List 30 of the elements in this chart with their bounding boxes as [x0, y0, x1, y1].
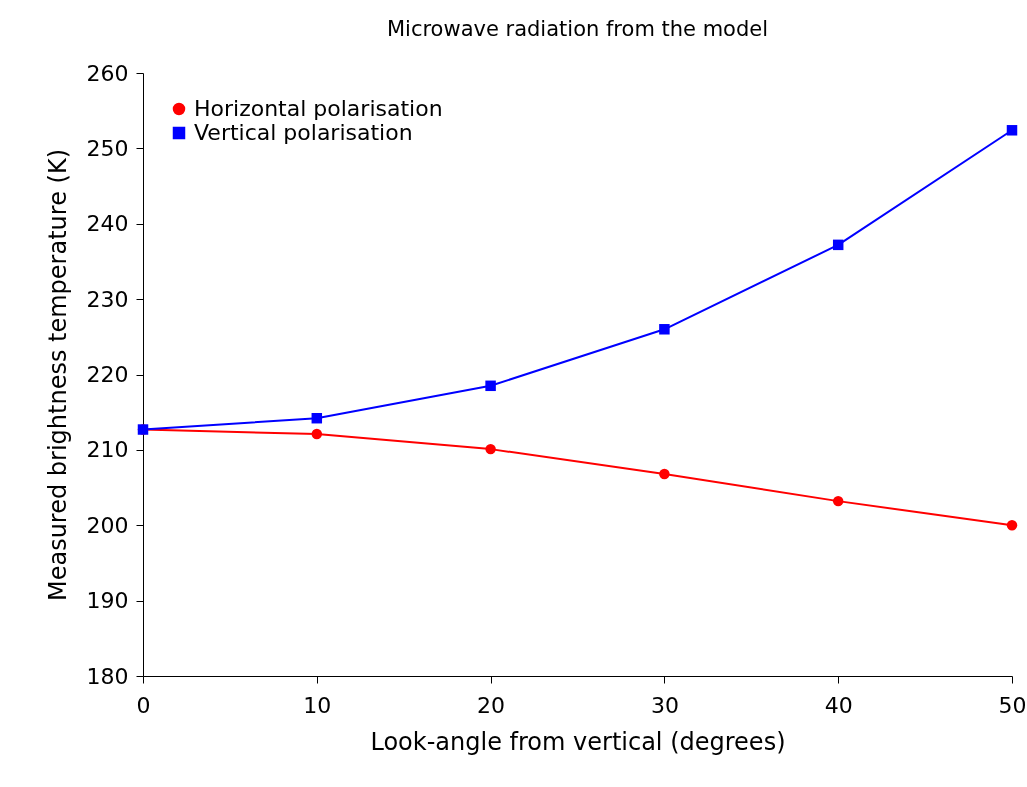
point: [1006, 520, 1018, 531]
point: [832, 495, 844, 507]
x-tick-label: 20: [477, 692, 506, 718]
x-tick-label: 50: [998, 692, 1027, 718]
point: [485, 443, 496, 455]
y-tick-label: 210: [86, 437, 129, 463]
chart-title: Microwave radiation from the model: [386, 17, 769, 41]
y-tick-label: 200: [86, 512, 129, 538]
point: [659, 324, 670, 335]
y-tick-label: 220: [86, 362, 129, 387]
y-tick-label: 180: [86, 663, 129, 689]
point: [485, 380, 496, 392]
x-tick-label: 10: [303, 692, 332, 718]
point: [311, 412, 323, 424]
y-tick-label: 260: [86, 60, 129, 86]
x-tick-label: 30: [650, 692, 679, 718]
y-tick-label: 230: [86, 286, 129, 312]
y-axis-title: Measured brightness temperature (K): [43, 148, 72, 602]
legend-label: Horizontal polarisation: [194, 96, 443, 121]
point: [311, 428, 323, 440]
x-axis-title: Look-angle from vertical (degrees): [370, 727, 786, 756]
x-tick-label: 40: [824, 692, 853, 718]
y-tick-label: 190: [86, 588, 129, 614]
legend-label: Vertical polarisation: [194, 120, 413, 145]
y-tick-label: 240: [86, 211, 129, 237]
point: [659, 468, 670, 480]
point: [1006, 125, 1018, 136]
y-tick-label: 250: [86, 135, 129, 161]
point: [832, 239, 844, 251]
x-tick-label: 0: [136, 692, 151, 718]
